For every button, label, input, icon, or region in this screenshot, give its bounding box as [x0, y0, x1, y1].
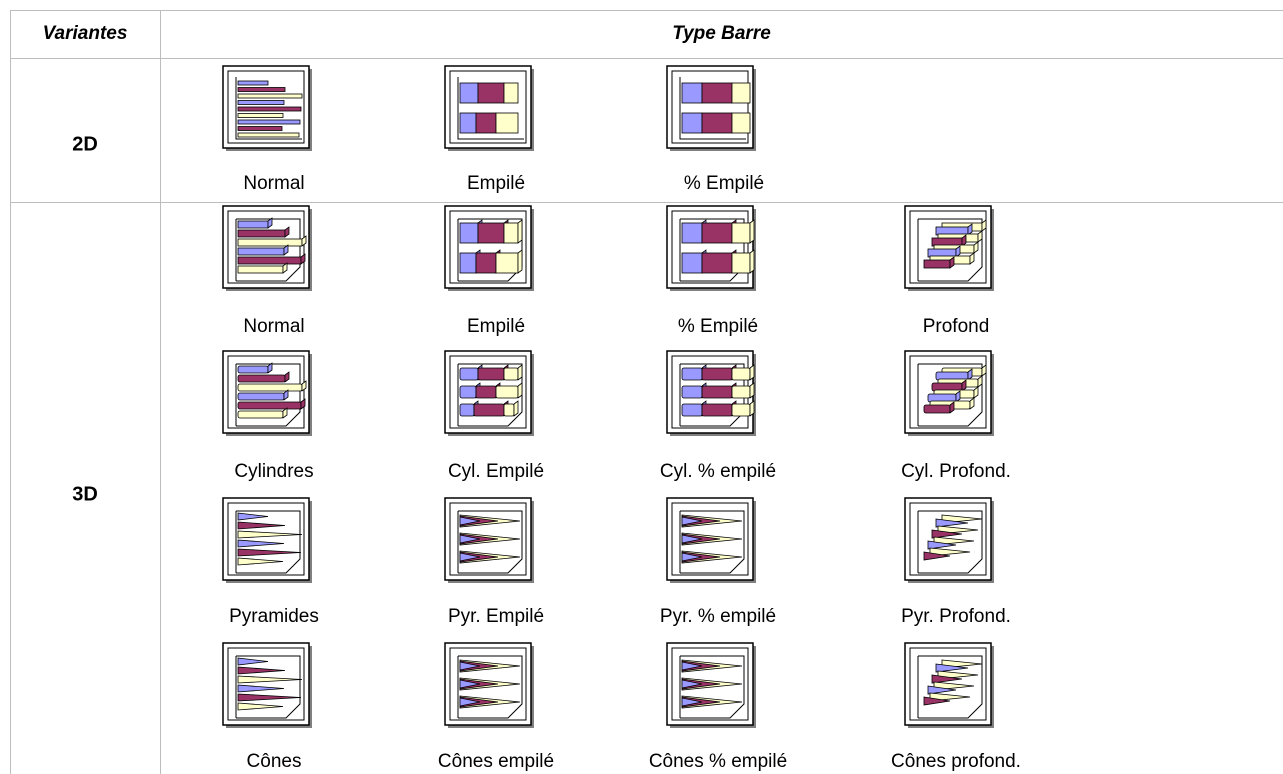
chart-type-label: Pyr. Empilé: [447, 606, 545, 627]
header-cell: Type Barre: [672, 23, 771, 44]
chart-type-label: Cônes: [246, 751, 302, 772]
row-label: 2D: [72, 133, 98, 156]
table-border: [10, 202, 1283, 203]
chart-icon: [444, 497, 534, 583]
header-cell: Variantes: [42, 23, 128, 44]
chart-type-label: Cônes profond.: [891, 751, 1021, 772]
chart-type-label: Cônes % empilé: [648, 751, 788, 772]
chart-type-label: Pyr. Profond.: [901, 606, 1011, 627]
chart-icon: [904, 350, 994, 436]
chart-type-label: Empilé: [466, 316, 526, 337]
chart-type-label: Cylindres: [234, 461, 314, 482]
chart-icon: [444, 642, 534, 728]
table-border: [10, 10, 1283, 11]
chart-type-label: % Empilé: [677, 316, 759, 337]
chart-icon: [222, 350, 312, 436]
chart-type-label: Pyr. % empilé: [659, 606, 777, 627]
chart-icon: [444, 65, 534, 151]
chart-icon: [666, 65, 756, 151]
table-border: [10, 58, 1283, 59]
table-border: [160, 10, 161, 774]
chart-icon: [222, 642, 312, 728]
chart-icon: [222, 65, 312, 151]
chart-type-label: Cyl. Profond.: [901, 461, 1011, 482]
chart-type-label: Cyl. Empilé: [447, 461, 545, 482]
chart-type-label: Cyl. % empilé: [659, 461, 777, 482]
chart-type-label: Empilé: [466, 173, 526, 194]
chart-type-label: Cônes empilé: [437, 751, 555, 772]
chart-icon: [904, 497, 994, 583]
chart-icon: [666, 642, 756, 728]
chart-icon: [444, 205, 534, 291]
row-label: 3D: [72, 483, 98, 506]
chart-icon: [444, 350, 534, 436]
chart-type-label: Pyramides: [229, 606, 319, 627]
chart-type-label: Normal: [243, 316, 305, 337]
table-border: [10, 10, 11, 774]
chart-icon: [904, 642, 994, 728]
chart-icon: [666, 205, 756, 291]
chart-icon: [222, 497, 312, 583]
chart-icon: [666, 497, 756, 583]
chart-type-label: % Empilé: [683, 173, 765, 194]
chart-icon: [666, 350, 756, 436]
chart-icon: [904, 205, 994, 291]
chart-type-label: Profond: [922, 316, 990, 337]
chart-icon: [222, 205, 312, 291]
chart-type-label: Normal: [243, 173, 305, 194]
